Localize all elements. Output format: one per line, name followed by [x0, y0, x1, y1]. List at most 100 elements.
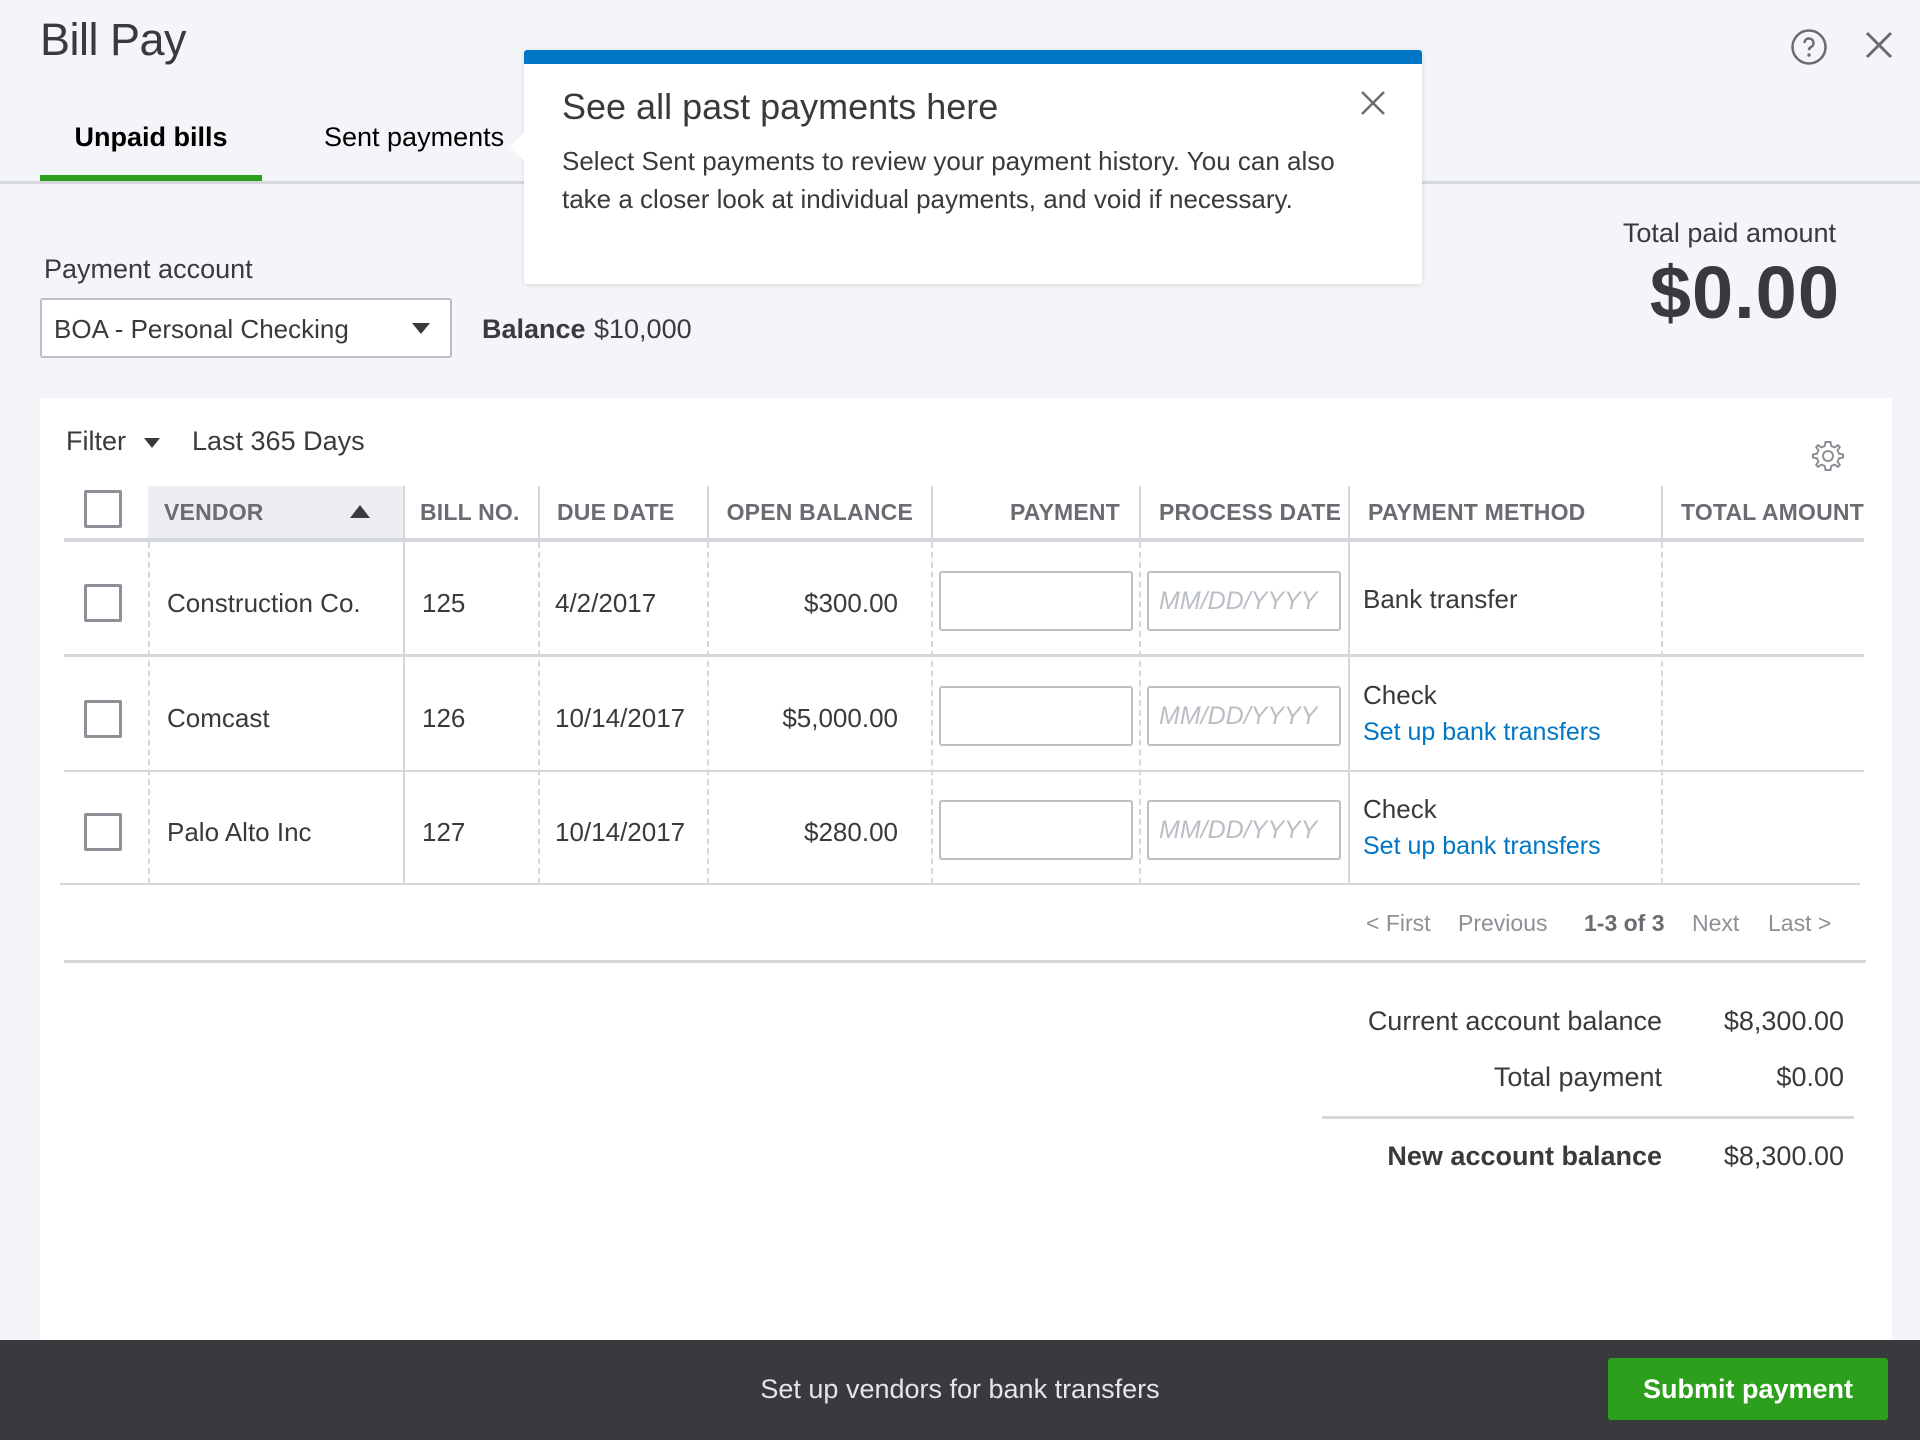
process-date-input[interactable]: MM/DD/YYYY: [1147, 800, 1341, 860]
column-separator: [931, 486, 933, 538]
column-separator: [538, 542, 540, 884]
popover-body: Select Sent payments to review your paym…: [562, 146, 1335, 214]
pagination-previous[interactable]: Previous: [1458, 910, 1548, 936]
vendor-cell: Comcast: [167, 703, 270, 733]
active-tab-indicator: [40, 175, 262, 182]
row-checkbox[interactable]: [84, 700, 122, 738]
page-title: Bill Pay: [40, 14, 187, 65]
payment-method-cell: Bank transfer: [1363, 584, 1518, 614]
current-balance-value: $8,300.00: [1723, 1006, 1844, 1036]
total-paid-value: $0.00: [1649, 251, 1840, 334]
column-separator: [707, 486, 709, 538]
bill-no-cell: 126: [422, 703, 466, 733]
column-separator: [538, 486, 540, 538]
gear-icon[interactable]: [1810, 438, 1846, 474]
payment-input[interactable]: [939, 571, 1133, 631]
section-divider: [64, 960, 1866, 963]
sort-ascending-icon[interactable]: [350, 505, 370, 518]
column-separator: [1139, 486, 1141, 538]
column-separator: [1661, 486, 1663, 538]
payment-method-cell: Check: [1363, 794, 1437, 824]
popover-close-icon[interactable]: [1356, 86, 1390, 120]
footer-bar: [0, 1340, 1920, 1440]
column-separator: [1661, 542, 1663, 884]
pagination-next[interactable]: Next: [1692, 910, 1740, 936]
column-header-payment[interactable]: PAYMENT: [1009, 499, 1120, 525]
column-header-bill-no[interactable]: BILL NO.: [420, 499, 520, 525]
bill-no-cell: 125: [422, 588, 466, 618]
vendor-cell: Palo Alto Inc: [167, 817, 312, 847]
row-divider: [64, 770, 1864, 772]
pagination-first[interactable]: < First: [1366, 910, 1431, 936]
column-header-payment-method[interactable]: PAYMENT METHOD: [1368, 499, 1586, 525]
process-date-input[interactable]: MM/DD/YYYY: [1147, 686, 1341, 746]
payment-input[interactable]: [939, 800, 1133, 860]
popover-accent-bar: [524, 50, 1422, 64]
setup-vendors-link[interactable]: Set up vendors for bank transfers: [760, 1374, 1160, 1404]
payment-input[interactable]: [939, 686, 1133, 746]
row-divider: [60, 883, 1860, 885]
balance-value: $10,000: [594, 314, 692, 344]
date-placeholder: MM/DD/YYYY: [1159, 816, 1318, 844]
column-header-due-date[interactable]: DUE DATE: [557, 499, 675, 525]
open-balance-cell: $300.00: [804, 588, 898, 618]
summary-divider: [1322, 1116, 1854, 1119]
tab-label: Sent payments: [324, 122, 505, 152]
setup-bank-transfers-link[interactable]: Set up bank transfers: [1363, 718, 1601, 746]
filter-caret-icon[interactable]: [144, 438, 160, 448]
popover-title: See all past payments here: [562, 86, 999, 127]
table-header-rule: [64, 538, 1864, 542]
column-separator: [707, 542, 709, 884]
due-date-cell: 10/14/2017: [555, 817, 686, 847]
popover-pointer: [510, 132, 525, 162]
select-all-checkbox[interactable]: [84, 490, 122, 528]
vendor-cell: Construction Co.: [167, 588, 361, 618]
balance-label: Balance: [482, 314, 586, 344]
tab-label: Unpaid bills: [74, 122, 228, 152]
new-balance-value: $8,300.00: [1723, 1141, 1844, 1171]
payment-method-cell: Check: [1363, 680, 1437, 710]
due-date-cell: 10/14/2017: [555, 703, 686, 733]
total-payment-value: $0.00: [1776, 1062, 1844, 1092]
date-placeholder: MM/DD/YYYY: [1159, 702, 1318, 730]
column-separator: [148, 542, 150, 884]
new-balance-label: New account balance: [1387, 1141, 1662, 1171]
column-separator: [1139, 542, 1141, 884]
help-circle-icon[interactable]: [1790, 28, 1828, 66]
bill-no-cell: 127: [422, 817, 466, 847]
submit-payment-button[interactable]: Submit payment: [1608, 1358, 1888, 1420]
column-header-total-amount[interactable]: TOTAL AMOUNT: [1681, 499, 1864, 525]
setup-bank-transfers-link[interactable]: Set up bank transfers: [1363, 832, 1601, 860]
onboarding-popover: See all past payments here Select Sent p…: [510, 50, 1422, 284]
column-separator: [403, 486, 405, 538]
chevron-down-icon: [412, 323, 430, 334]
column-separator: [403, 542, 405, 884]
column-header-process-date[interactable]: PROCESS DATE: [1159, 499, 1342, 525]
row-checkbox[interactable]: [84, 813, 122, 851]
filter-value: Last 365 Days: [192, 426, 365, 456]
payment-account-value: BOA - Personal Checking: [54, 314, 349, 344]
total-payment-label: Total payment: [1493, 1062, 1662, 1092]
total-paid-label: Total paid amount: [1622, 218, 1836, 248]
pagination-range: 1-3 of 3: [1584, 910, 1665, 936]
close-icon[interactable]: [1862, 28, 1896, 62]
open-balance-cell: $5,000.00: [782, 703, 898, 733]
row-checkbox[interactable]: [84, 584, 122, 622]
payment-account-select[interactable]: BOA - Personal Checking: [40, 298, 452, 358]
column-header-open-balance[interactable]: OPEN BALANCE: [726, 499, 913, 525]
column-separator: [1348, 486, 1350, 538]
process-date-input[interactable]: MM/DD/YYYY: [1147, 571, 1341, 631]
date-placeholder: MM/DD/YYYY: [1159, 587, 1318, 615]
current-balance-label: Current account balance: [1367, 1006, 1662, 1036]
tab-sent-payments[interactable]: Sent payments: [290, 120, 538, 182]
tab-unpaid-bills[interactable]: Unpaid bills: [40, 120, 262, 182]
column-separator: [1348, 542, 1350, 884]
due-date-cell: 4/2/2017: [555, 588, 657, 618]
bills-panel: [40, 398, 1892, 1340]
column-header-vendor[interactable]: VENDOR: [164, 499, 264, 525]
column-separator: [931, 542, 933, 884]
row-divider: [64, 654, 1864, 657]
pagination-last[interactable]: Last >: [1768, 910, 1832, 936]
filter-button[interactable]: Filter: [66, 426, 126, 456]
payment-account-label: Payment account: [44, 254, 253, 284]
